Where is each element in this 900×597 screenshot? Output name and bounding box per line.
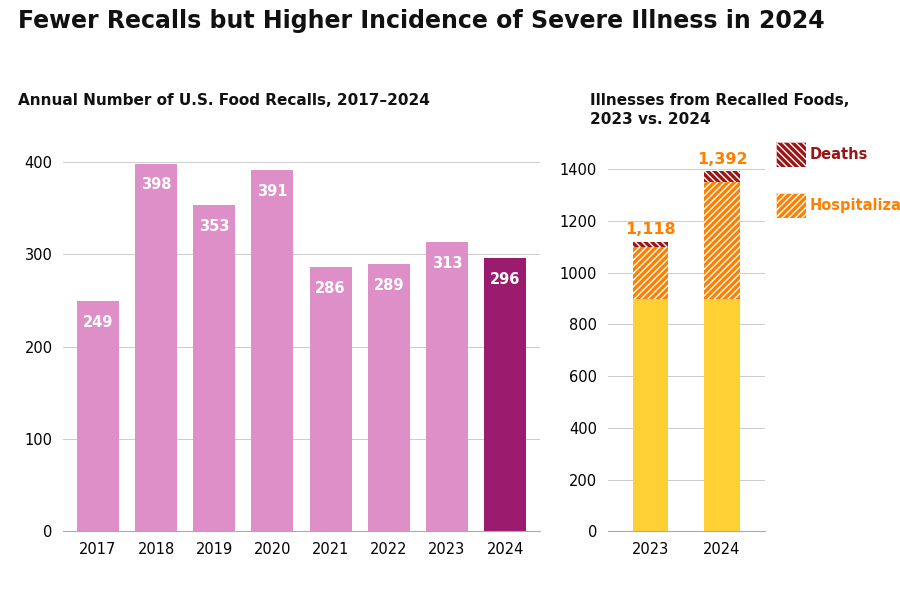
Bar (704, 182, 740, 298)
Bar (633, 247, 669, 298)
Bar (704, 182, 740, 298)
Text: 391: 391 (257, 184, 288, 199)
Text: 286: 286 (315, 281, 346, 296)
Text: Illnesses from Recalled Foods,
2023 vs. 2024: Illnesses from Recalled Foods, 2023 vs. … (590, 93, 849, 127)
Bar (633, 242, 669, 247)
Text: 398: 398 (140, 177, 171, 192)
Bar (426, 242, 468, 531)
Bar (633, 242, 669, 247)
Bar (310, 267, 352, 531)
Text: Deaths: Deaths (810, 147, 868, 162)
Bar (484, 258, 526, 531)
Bar (368, 264, 410, 531)
Text: 1,118: 1,118 (626, 223, 676, 238)
Text: Annual Number of U.S. Food Recalls, 2017–2024: Annual Number of U.S. Food Recalls, 2017… (18, 93, 430, 107)
Bar (194, 205, 235, 531)
Bar (704, 298, 740, 531)
Bar (135, 164, 177, 531)
Bar (704, 171, 740, 182)
Text: 313: 313 (432, 256, 463, 271)
Bar (251, 170, 293, 531)
Text: 1,392: 1,392 (697, 152, 747, 167)
Text: 249: 249 (83, 315, 113, 330)
Text: Hospitalizations: Hospitalizations (810, 198, 900, 213)
Text: 296: 296 (490, 272, 520, 287)
Text: 353: 353 (199, 219, 230, 234)
Bar (633, 298, 669, 531)
Text: Fewer Recalls but Higher Incidence of Severe Illness in 2024: Fewer Recalls but Higher Incidence of Se… (18, 9, 824, 33)
Text: 289: 289 (374, 278, 404, 293)
Bar (704, 171, 740, 182)
Bar (633, 247, 669, 298)
Bar (77, 301, 119, 531)
